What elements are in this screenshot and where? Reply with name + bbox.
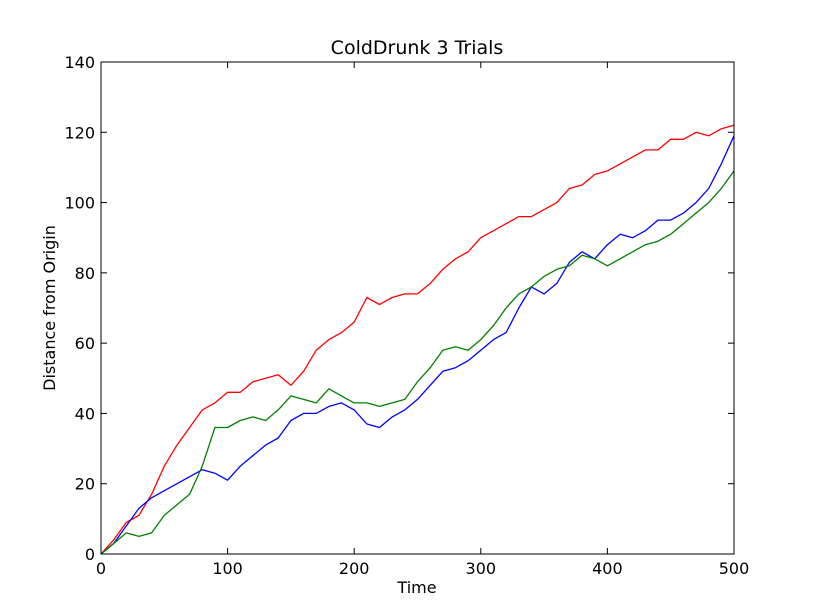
- series-layer: [100, 124, 735, 555]
- x-tick-label: 200: [339, 559, 370, 578]
- y-tick-label: 40: [75, 404, 95, 423]
- y-tick-label: 60: [75, 334, 95, 353]
- x-tick-label: 100: [212, 559, 243, 578]
- series-line-1: [100, 124, 735, 555]
- series-line-3: [100, 170, 735, 555]
- y-tick-label: 0: [85, 545, 95, 564]
- y-tick-label: 80: [75, 264, 95, 283]
- y-tick-label: 20: [75, 475, 95, 494]
- x-axis: 0 100 200 300 400 500: [96, 62, 749, 578]
- plot-frame: [100, 61, 735, 555]
- y-axis: 0 20 40 60 80 100 120 140: [64, 53, 734, 564]
- x-tick-label: 500: [719, 559, 750, 578]
- chart-title: ColdDrunk 3 Trials: [331, 37, 504, 59]
- x-tick-label: 0: [96, 559, 106, 578]
- y-tick-label: 100: [64, 194, 95, 213]
- x-axis-title: Time: [396, 578, 436, 597]
- x-tick-label: 300: [466, 559, 497, 578]
- y-tick-label: 140: [64, 53, 95, 72]
- series-line-2: [100, 135, 735, 555]
- y-axis-title: Distance from Origin: [40, 225, 59, 391]
- y-tick-label: 120: [64, 123, 95, 142]
- x-tick-label: 400: [592, 559, 623, 578]
